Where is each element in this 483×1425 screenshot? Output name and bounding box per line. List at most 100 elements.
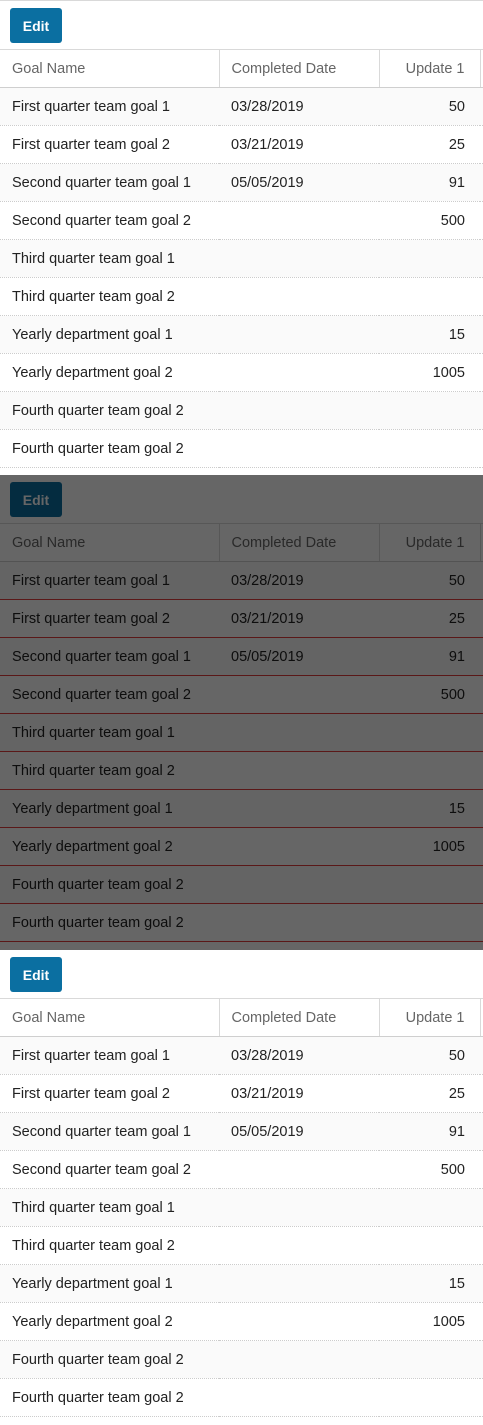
table-row[interactable]: Fourth quarter team goal 2	[0, 903, 483, 942]
completed-date-cell	[219, 201, 379, 240]
column-header-completed-date[interactable]: Completed Date	[219, 523, 380, 562]
table-row[interactable]: First quarter team goal 1 03/28/2019 50	[0, 561, 483, 600]
update-1-cell	[379, 277, 480, 316]
edit-button[interactable]: Edit	[10, 482, 62, 517]
update-1-cell	[379, 1340, 480, 1379]
table-row[interactable]: First quarter team goal 2 03/21/2019 25	[0, 125, 483, 164]
edit-button[interactable]: Edit	[10, 8, 62, 43]
goal-name-cell: Second quarter team goal 2	[0, 1150, 219, 1189]
table-row[interactable]: Yearly department goal 1 15	[0, 789, 483, 828]
column-header-goal-name[interactable]: Goal Name	[0, 523, 220, 562]
completed-date-cell: 05/05/2019	[219, 637, 379, 676]
update-1-cell: 50	[379, 561, 480, 600]
completed-date-cell	[219, 1302, 379, 1341]
column-header-update-1[interactable]: Update 1	[379, 998, 481, 1037]
column-header-update-1[interactable]: Update 1	[379, 523, 481, 562]
spacer-cell	[480, 1074, 483, 1113]
goal-name-cell: Yearly department goal 2	[0, 1302, 219, 1341]
completed-date-cell: 03/28/2019	[219, 1036, 379, 1075]
table-row[interactable]: Yearly department goal 1 15	[0, 315, 483, 354]
update-1-cell: 25	[379, 125, 480, 164]
update-1-cell: 91	[379, 637, 480, 676]
goal-name-cell: Yearly department goal 1	[0, 789, 219, 828]
update-1-cell: 500	[379, 675, 480, 714]
completed-date-cell: 03/21/2019	[219, 599, 379, 638]
update-1-cell	[379, 903, 480, 942]
column-header-goal-name[interactable]: Goal Name	[0, 49, 220, 88]
goal-name-cell: Fourth quarter team goal 2	[0, 1378, 219, 1417]
edit-button[interactable]: Edit	[10, 957, 62, 992]
update-1-cell	[379, 1188, 480, 1227]
completed-date-cell: 05/05/2019	[219, 1112, 379, 1151]
table-row[interactable]: Third quarter team goal 1	[0, 239, 483, 278]
table-row[interactable]: Second quarter team goal 2 500	[0, 1150, 483, 1189]
completed-date-cell	[219, 429, 379, 468]
grid-panel-3: Edit Goal Name Completed Date Update 1 F…	[0, 950, 483, 1425]
completed-date-cell	[219, 713, 379, 752]
spacer-cell	[480, 1112, 483, 1151]
table-row[interactable]: Second quarter team goal 1 05/05/2019 91	[0, 163, 483, 202]
spacer-cell	[480, 391, 483, 430]
goal-name-cell: Fourth quarter team goal 2	[0, 429, 219, 468]
goal-name-cell: Second quarter team goal 1	[0, 163, 219, 202]
completed-date-cell	[219, 751, 379, 790]
table-row[interactable]: Third quarter team goal 2	[0, 1226, 483, 1265]
spacer-cell	[480, 87, 483, 126]
table-row[interactable]: Third quarter team goal 1	[0, 1188, 483, 1227]
goal-name-cell: Third quarter team goal 2	[0, 1226, 219, 1265]
goal-name-cell: Second quarter team goal 1	[0, 1112, 219, 1151]
goal-name-cell: First quarter team goal 2	[0, 599, 219, 638]
table-row[interactable]: Yearly department goal 2 1005	[0, 353, 483, 392]
table-row[interactable]: Fourth quarter team goal 2	[0, 391, 483, 430]
spacer-cell	[480, 1340, 483, 1379]
table-row[interactable]: Third quarter team goal 1	[0, 713, 483, 752]
goal-name-cell: First quarter team goal 2	[0, 125, 219, 164]
update-1-cell: 50	[379, 87, 480, 126]
table-row[interactable]: Yearly department goal 1 15	[0, 1264, 483, 1303]
table-row[interactable]: First quarter team goal 2 03/21/2019 25	[0, 599, 483, 638]
completed-date-cell	[219, 903, 379, 942]
update-1-cell	[379, 391, 480, 430]
table-row[interactable]: Yearly department goal 2 1005	[0, 1302, 483, 1341]
table-row[interactable]: Yearly department goal 2 1005	[0, 827, 483, 866]
table-row[interactable]: Fourth quarter team goal 2	[0, 865, 483, 904]
column-header-update-1[interactable]: Update 1	[379, 49, 481, 88]
table-row[interactable]: Second quarter team goal 1 05/05/2019 91	[0, 637, 483, 676]
grid-toolbar: Edit	[0, 1, 483, 49]
update-1-cell: 25	[379, 1074, 480, 1113]
table-row[interactable]: Fourth quarter team goal 2	[0, 1378, 483, 1417]
table-row[interactable]: Second quarter team goal 1 05/05/2019 91	[0, 1112, 483, 1151]
spacer-cell	[480, 239, 483, 278]
column-header-goal-name[interactable]: Goal Name	[0, 998, 220, 1037]
header-row: Goal Name Completed Date Update 1	[0, 523, 483, 562]
table-row[interactable]: First quarter team goal 1 03/28/2019 50	[0, 87, 483, 126]
table-row[interactable]: First quarter team goal 1 03/28/2019 50	[0, 1036, 483, 1075]
table-row[interactable]: First quarter team goal 2 03/21/2019 25	[0, 1074, 483, 1113]
table-row[interactable]: Third quarter team goal 2	[0, 751, 483, 790]
update-1-cell: 1005	[379, 353, 480, 392]
table-row[interactable]: Fourth quarter team goal 2	[0, 1340, 483, 1379]
goal-name-cell: First quarter team goal 1	[0, 87, 219, 126]
spacer-cell	[480, 1378, 483, 1417]
spacer-cell	[480, 1150, 483, 1189]
update-1-cell	[379, 713, 480, 752]
update-1-cell: 50	[379, 1036, 480, 1075]
table-row[interactable]: Third quarter team goal 2	[0, 277, 483, 316]
table-row[interactable]: Second quarter team goal 2 500	[0, 201, 483, 240]
column-header-completed-date[interactable]: Completed Date	[219, 49, 380, 88]
completed-date-cell: 05/05/2019	[219, 163, 379, 202]
goal-name-cell: Third quarter team goal 2	[0, 277, 219, 316]
completed-date-cell	[219, 391, 379, 430]
grid-panel-1: Edit Goal Name Completed Date Update 1 F…	[0, 0, 483, 475]
completed-date-cell	[219, 1378, 379, 1417]
goal-name-cell: Third quarter team goal 1	[0, 713, 219, 752]
update-1-cell: 91	[379, 1112, 480, 1151]
spacer-cell	[480, 1188, 483, 1227]
completed-date-cell	[219, 827, 379, 866]
completed-date-cell	[219, 1150, 379, 1189]
update-1-cell	[379, 239, 480, 278]
table-row[interactable]: Fourth quarter team goal 2	[0, 429, 483, 468]
table-row[interactable]: Second quarter team goal 2 500	[0, 675, 483, 714]
column-header-completed-date[interactable]: Completed Date	[219, 998, 380, 1037]
spacer-cell	[480, 277, 483, 316]
